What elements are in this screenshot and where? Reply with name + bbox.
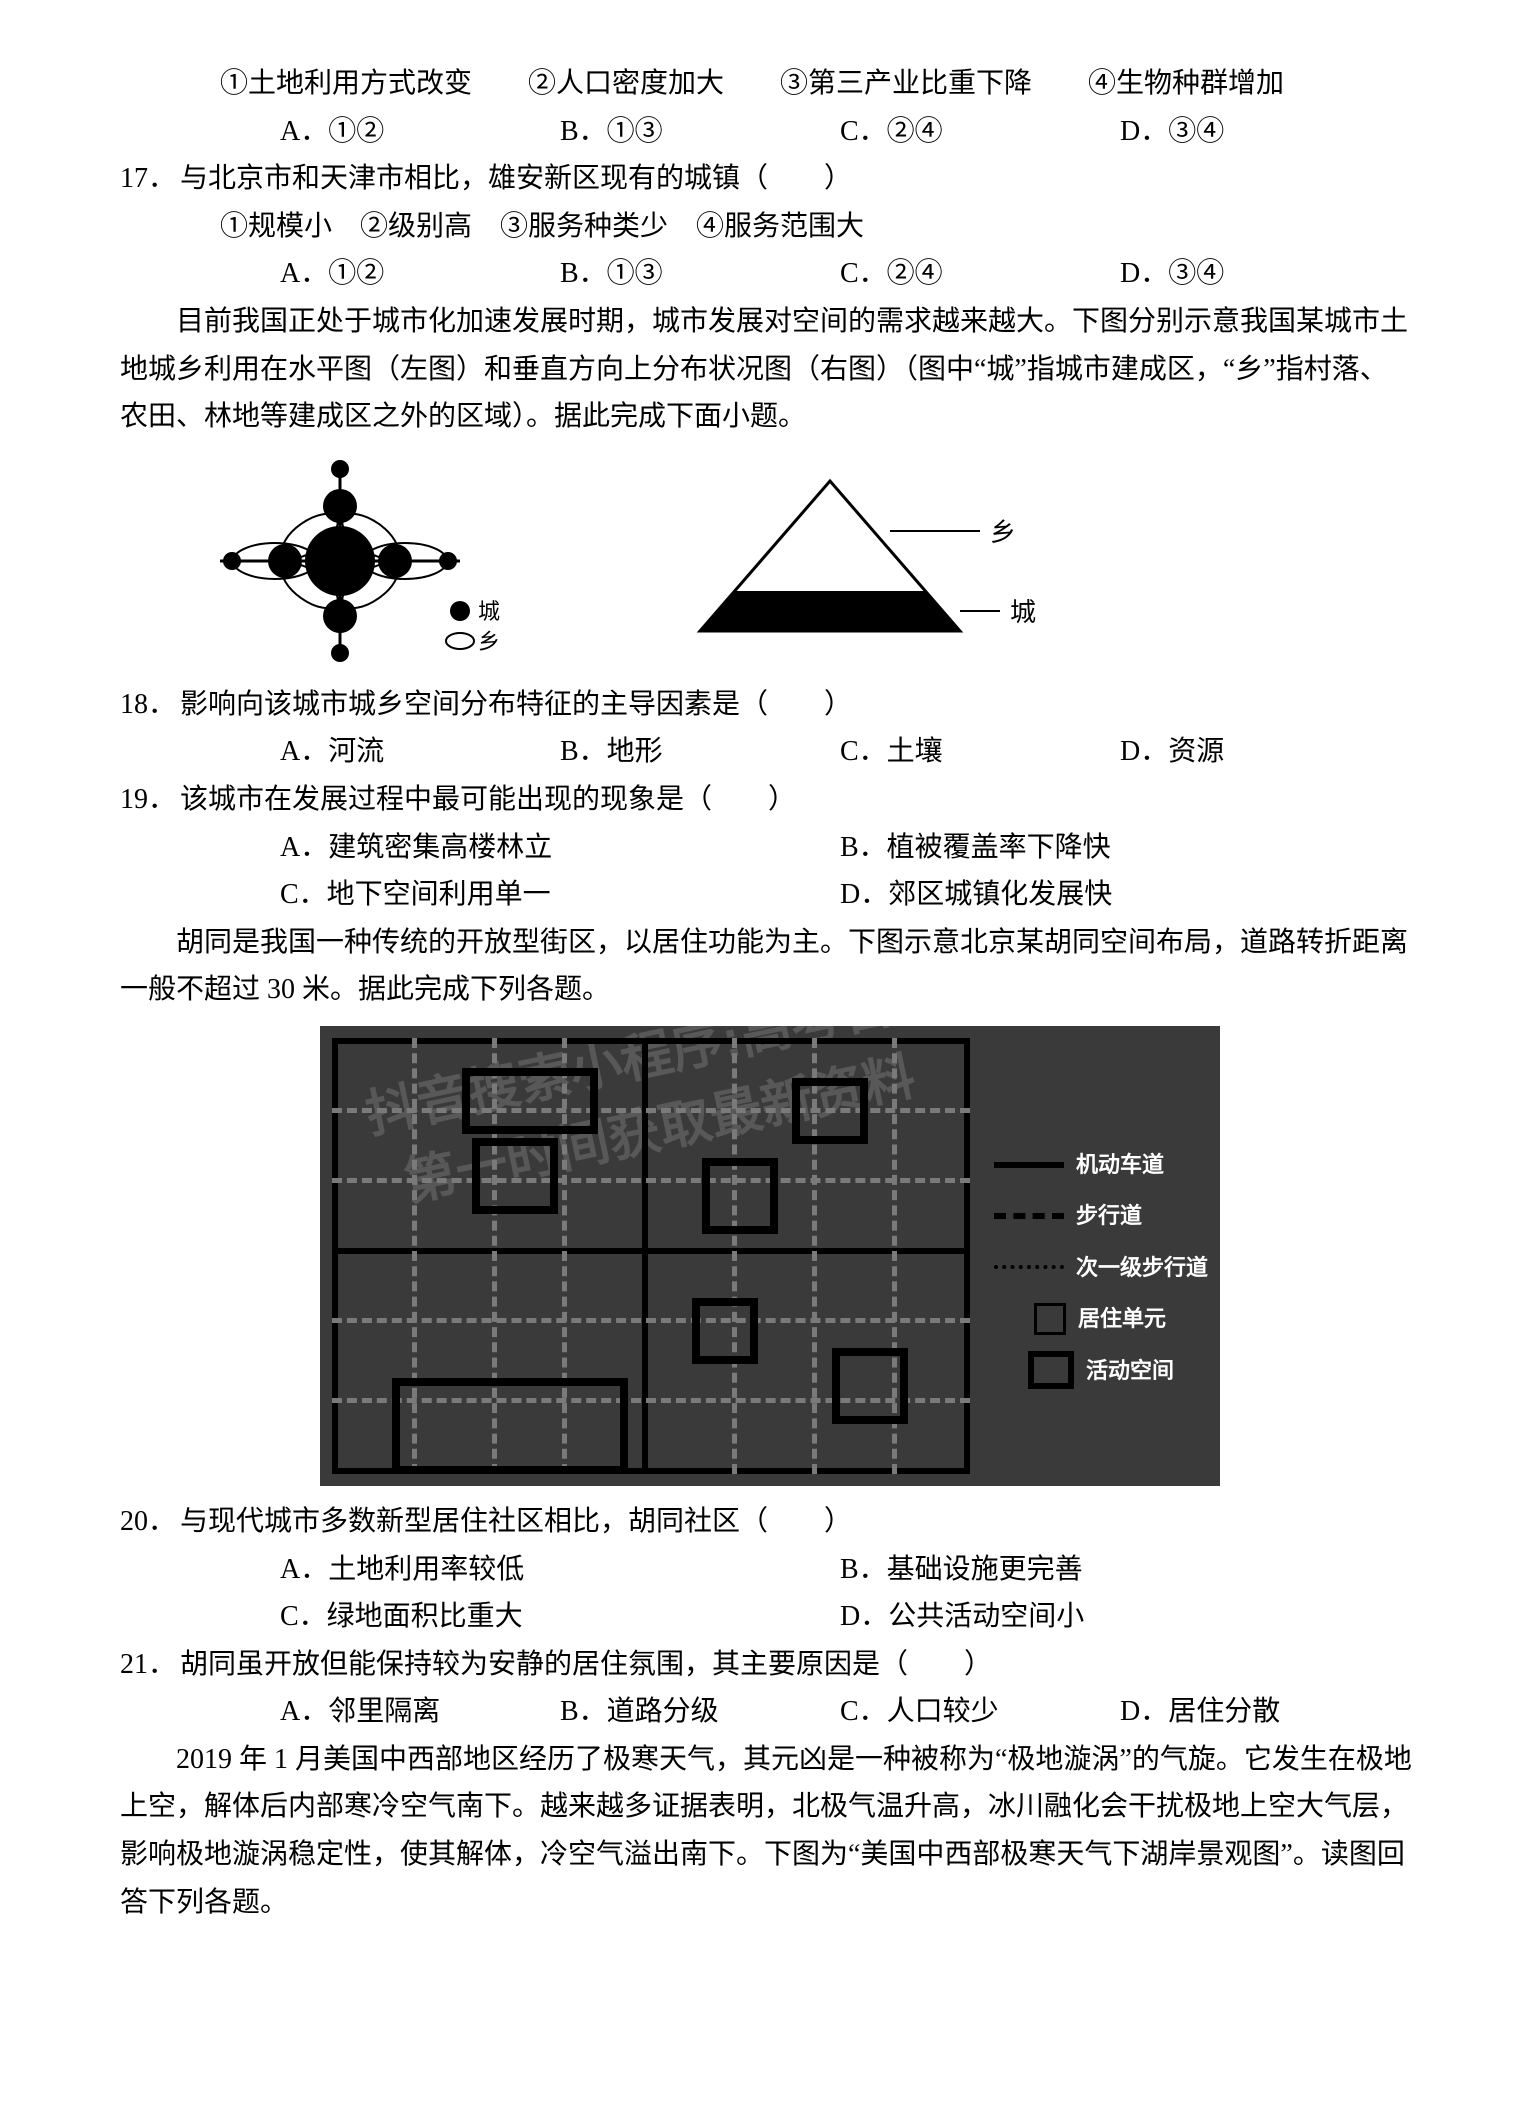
- q21: 21． 胡同虽开放但能保持较为安静的居住氛围，其主要原因是（ ）: [120, 1641, 1415, 1689]
- q-number: 19．: [120, 776, 180, 824]
- q19-choices: A．建筑密集高楼林立 B．植被覆盖率下降快: [120, 824, 1415, 872]
- choice-c: C．②④: [840, 108, 1120, 156]
- legend-secondary-walk: 次一级步行道: [994, 1249, 1208, 1286]
- legend-dotted-line-icon: [994, 1265, 1064, 1269]
- q-number: 17．: [120, 155, 180, 203]
- hutong-legend: 机动车道 步行道 次一级步行道 居住单元 活动空间: [994, 1146, 1208, 1404]
- hutong-map-wrap: 抖音搜索小程序:高考日联题 第一时间获取最新资料: [120, 1026, 1415, 1486]
- choice-b: B．基础设施更完善: [840, 1546, 1400, 1594]
- legend-label: 机动车道: [1076, 1146, 1164, 1183]
- q-number: 20．: [120, 1498, 180, 1546]
- choice-b: B．植被覆盖率下降快: [840, 824, 1400, 872]
- hutong-grid: [332, 1038, 970, 1474]
- passage-1: 目前我国正处于城市化加速发展时期，城市发展对空间的需求越来越大。下图分别示意我国…: [120, 298, 1415, 441]
- q21-choices: A．邻里隔离 B．道路分级 C．人口较少 D．居住分散: [120, 1688, 1415, 1736]
- legend-xiang-label: 乡: [478, 629, 500, 654]
- passage-2: 胡同是我国一种传统的开放型街区，以居住功能为主。下图示意北京某胡同空间布局，道路…: [120, 919, 1415, 1014]
- choice-b: B．①③: [560, 108, 840, 156]
- choice-c: C．绿地面积比重大: [280, 1593, 840, 1641]
- legend-motor-road: 机动车道: [994, 1146, 1208, 1183]
- legend-label: 活动空间: [1086, 1352, 1174, 1389]
- q20: 20． 与现代城市多数新型居住社区相比，胡同社区（ ）: [120, 1498, 1415, 1546]
- legend-cheng-label: 城: [478, 599, 500, 624]
- choice-d: D．③④: [1120, 250, 1400, 298]
- choice-c: C．土壤: [840, 728, 1120, 776]
- q-text: 胡同虽开放但能保持较为安静的居住氛围，其主要原因是（ ）: [180, 1641, 1415, 1689]
- choice-b: B．地形: [560, 728, 840, 776]
- legend-label: 居住单元: [1078, 1300, 1166, 1337]
- choice-a: A．土地利用率较低: [280, 1546, 840, 1594]
- choice-a: A．邻里隔离: [280, 1688, 560, 1736]
- choice-a: A．①②: [280, 250, 560, 298]
- right-diagram: 乡 城: [660, 461, 1080, 661]
- q-number: 18．: [120, 681, 180, 729]
- choice-a: A．①②: [280, 108, 560, 156]
- q18: 18． 影响向该城市城乡空间分布特征的主导因素是（ ）: [120, 681, 1415, 729]
- choice-c: C．人口较少: [840, 1688, 1120, 1736]
- choice-c: C．②④: [840, 250, 1120, 298]
- legend-dashed-line-icon: [994, 1213, 1064, 1219]
- legend-living-unit: 居住单元: [994, 1300, 1208, 1337]
- q-text: 影响向该城市城乡空间分布特征的主导因素是（ ）: [180, 681, 1415, 729]
- q17: 17． 与北京市和天津市相比，雄安新区现有的城镇（ ）: [120, 155, 1415, 203]
- passage-3: 2019 年 1 月美国中西部地区经历了极寒天气，其元凶是一种被称为“极地漩涡”…: [120, 1736, 1415, 1926]
- q-text: 与现代城市多数新型居住社区相比，胡同社区（ ）: [180, 1498, 1415, 1546]
- legend-walk-road: 步行道: [994, 1197, 1208, 1234]
- q19: 19． 该城市在发展过程中最可能出现的现象是（ ）: [120, 776, 1415, 824]
- city-plan-icon: 城 乡: [200, 451, 540, 671]
- q20-choices-2: C．绿地面积比重大 D．公共活动空间小: [120, 1593, 1415, 1641]
- choice-d: D．居住分散: [1120, 1688, 1400, 1736]
- triangle-icon: 乡 城: [660, 461, 1080, 661]
- pre-choices: A．①② B．①③ C．②④ D．③④: [120, 108, 1415, 156]
- left-diagram: 城 乡: [200, 451, 540, 671]
- hutong-map: 抖音搜索小程序:高考日联题 第一时间获取最新资料: [320, 1026, 1220, 1486]
- q-text: 该城市在发展过程中最可能出现的现象是（ ）: [180, 776, 1415, 824]
- choice-a: A．建筑密集高楼林立: [280, 824, 840, 872]
- legend-solid-line-icon: [994, 1162, 1064, 1168]
- diagram-row: 城 乡 乡 城: [120, 451, 1415, 671]
- choice-d: D．③④: [1120, 108, 1400, 156]
- choice-d: D．公共活动空间小: [840, 1593, 1400, 1641]
- right-xiang-label: 乡: [990, 518, 1016, 547]
- choice-b: B．道路分级: [560, 1688, 840, 1736]
- choice-a: A．河流: [280, 728, 560, 776]
- choice-d: D．郊区城镇化发展快: [840, 871, 1400, 919]
- legend-label: 步行道: [1076, 1197, 1142, 1234]
- legend-square-icon: [1034, 1303, 1066, 1335]
- q18-choices: A．河流 B．地形 C．土壤 D．资源: [120, 728, 1415, 776]
- legend-activity-space: 活动空间: [994, 1351, 1208, 1389]
- right-cheng-label: 城: [1010, 598, 1036, 627]
- q-number: 21．: [120, 1641, 180, 1689]
- choice-b: B．①③: [560, 250, 840, 298]
- pre-options-line: ①土地利用方式改变 ②人口密度加大 ③第三产业比重下降 ④生物种群增加: [120, 60, 1415, 108]
- q19-choices-2: C．地下空间利用单一 D．郊区城镇化发展快: [120, 871, 1415, 919]
- exam-page: ①土地利用方式改变 ②人口密度加大 ③第三产业比重下降 ④生物种群增加 A．①②…: [0, 0, 1535, 2123]
- q20-choices: A．土地利用率较低 B．基础设施更完善: [120, 1546, 1415, 1594]
- legend-label: 次一级步行道: [1076, 1249, 1208, 1286]
- legend-filled-square-icon: [1028, 1351, 1074, 1389]
- choice-d: D．资源: [1120, 728, 1400, 776]
- q17-opts: ①规模小 ②级别高 ③服务种类少 ④服务范围大: [120, 203, 1415, 251]
- q17-choices: A．①② B．①③ C．②④ D．③④: [120, 250, 1415, 298]
- choice-c: C．地下空间利用单一: [280, 871, 840, 919]
- q-text: 与北京市和天津市相比，雄安新区现有的城镇（ ）: [180, 155, 1415, 203]
